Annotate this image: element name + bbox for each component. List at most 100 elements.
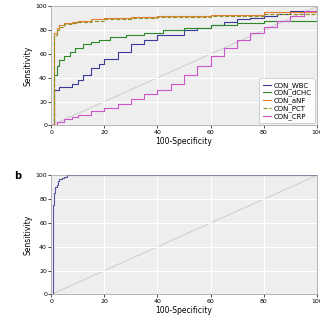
CON_CRP (70, 115, 74, 119)
CON_aNF (49, 124, 53, 127)
CON_WBC (63, 85, 67, 89)
CON_PCT (102, 18, 106, 21)
CON_WBC (55, 88, 59, 92)
CON_WBC (102, 57, 106, 61)
CON_aNF (70, 20, 74, 24)
Line: CON_WBC: CON_WBC (51, 6, 317, 125)
CON_aNF (55, 26, 59, 30)
CON_PCT (57, 25, 61, 28)
CON_PCT (209, 14, 212, 18)
CON_WBC (222, 20, 226, 24)
CON_WBC (49, 124, 53, 127)
CON_WBC (182, 28, 186, 32)
CON_CRP (102, 106, 106, 109)
Line: CON_dCHC: CON_dCHC (51, 6, 317, 125)
CON_dCHC (49, 124, 53, 127)
CON_WBC (89, 66, 93, 70)
CON_aNF (52, 31, 56, 35)
CON_WBC (129, 43, 133, 46)
CON_aNF (129, 15, 133, 19)
CON_dCHC (52, 74, 56, 77)
CON_WBC (235, 18, 239, 21)
CON_CRP (222, 46, 226, 50)
CON_aNF (76, 19, 80, 23)
CON_CRP (76, 113, 80, 116)
CON_CRP (129, 97, 133, 101)
CON_WBC (97, 62, 101, 66)
CON_dCHC (124, 33, 127, 37)
CON_CRP (49, 124, 53, 127)
CON_dCHC (97, 38, 101, 42)
CON_dCHC (89, 40, 93, 44)
CON_aNF (57, 24, 61, 28)
CON_CRP (302, 9, 306, 13)
CON_CRP (288, 14, 292, 18)
CON_WBC (116, 50, 120, 53)
CON_PCT (262, 12, 266, 15)
CON_CRP (235, 38, 239, 42)
CON_WBC (196, 26, 199, 30)
Text: b: b (14, 171, 21, 180)
CON_dCHC (182, 26, 186, 30)
CON_PCT (70, 21, 74, 25)
CON_WBC (57, 85, 61, 89)
CON_dCHC (57, 58, 61, 62)
Line: CON_PCT: CON_PCT (51, 6, 317, 125)
CON_dCHC (235, 21, 239, 25)
X-axis label: 100-Specificity: 100-Specificity (156, 137, 212, 146)
CON_WBC (288, 9, 292, 13)
CON_CRP (275, 19, 279, 23)
CON_CRP (182, 74, 186, 77)
CON_dCHC (63, 54, 67, 58)
CON_aNF (63, 21, 67, 25)
CON_dCHC (142, 31, 146, 35)
CON_aNF (156, 14, 159, 18)
CON_WBC (70, 82, 74, 86)
Line: CON_aNF: CON_aNF (51, 6, 317, 125)
CON_CRP (156, 88, 159, 92)
CON_PCT (76, 20, 80, 24)
CON_CRP (249, 31, 252, 35)
CON_PCT (315, 4, 319, 8)
CON_CRP (315, 4, 319, 8)
CON_PCT (89, 19, 93, 23)
CON_dCHC (209, 24, 212, 28)
CON_WBC (81, 74, 85, 77)
CON_dCHC (73, 46, 77, 50)
CON_CRP (89, 109, 93, 113)
CON_WBC (249, 16, 252, 20)
Y-axis label: Sensitivity: Sensitivity (24, 46, 33, 86)
CON_dCHC (262, 19, 266, 23)
Line: CON_CRP: CON_CRP (51, 6, 317, 125)
CON_dCHC (68, 50, 72, 53)
CON_WBC (52, 88, 56, 92)
CON_aNF (209, 13, 212, 17)
CON_CRP (55, 120, 59, 124)
CON_WBC (142, 38, 146, 42)
CON_dCHC (108, 36, 112, 39)
Legend: CON_WBC, CON_dCHC, CON_aNF, CON_PCT, CON_CRP: CON_WBC, CON_dCHC, CON_aNF, CON_PCT, CON… (259, 78, 315, 123)
CON_WBC (315, 4, 319, 8)
CON_WBC (262, 14, 266, 18)
CON_CRP (196, 64, 199, 68)
CON_aNF (262, 11, 266, 14)
CON_WBC (156, 33, 159, 37)
CON_dCHC (161, 28, 165, 32)
CON_PCT (52, 33, 56, 37)
CON_aNF (315, 4, 319, 8)
CON_CRP (262, 25, 266, 28)
CON_aNF (89, 18, 93, 21)
CON_CRP (142, 92, 146, 96)
CON_CRP (63, 117, 67, 121)
CON_dCHC (315, 4, 319, 8)
Y-axis label: Sensitivity: Sensitivity (24, 215, 33, 255)
CON_PCT (129, 16, 133, 20)
CON_WBC (209, 24, 212, 28)
CON_aNF (102, 16, 106, 20)
CON_PCT (156, 15, 159, 19)
CON_WBC (275, 12, 279, 15)
CON_CRP (116, 102, 120, 106)
CON_dCHC (81, 43, 85, 46)
CON_CRP (209, 54, 212, 58)
CON_CRP (169, 82, 173, 86)
